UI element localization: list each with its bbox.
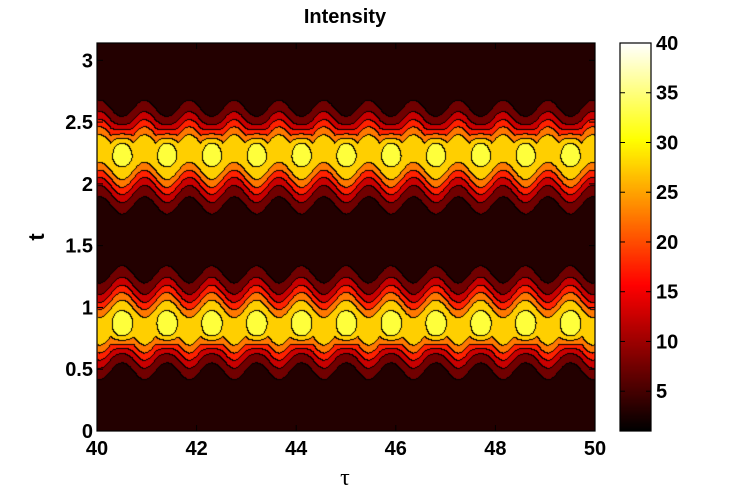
x-tick-label: 40	[86, 438, 108, 460]
plot-frame	[96, 42, 596, 432]
y-axis-label: t	[24, 233, 49, 241]
y-tick-label: 2	[82, 174, 93, 196]
y-axis: 0 0.5 1 1.5 2 2.5 3	[65, 50, 595, 443]
y-tick-label: 1	[82, 297, 93, 319]
x-tick-label: 48	[484, 438, 506, 460]
x-axis: 40 42 44 46 48 50	[86, 43, 606, 460]
x-tick-label: 50	[584, 438, 606, 460]
x-tick-label: 44	[285, 438, 308, 460]
colorbar-tick-label: 10	[656, 331, 678, 353]
colorbar: 5 10 15 20 25 30 35 40	[619, 33, 678, 432]
y-tick-label: 3	[82, 50, 93, 72]
x-tick-label: 46	[385, 438, 407, 460]
colorbar-frame	[619, 42, 652, 432]
chart-title: Intensity	[304, 6, 387, 28]
colorbar-gradient	[620, 43, 651, 431]
plot-area	[96, 42, 596, 432]
colorbar-tick-label: 15	[656, 282, 678, 304]
y-tick-label: 0.5	[65, 359, 93, 381]
intensity-heatmap	[97, 43, 595, 431]
colorbar-tick-label: 30	[656, 132, 678, 154]
colorbar-tick-label: 25	[656, 182, 678, 204]
colorbar-tick-label: 5	[656, 381, 667, 403]
colorbar-tick-label: 35	[656, 83, 678, 105]
x-tick-label: 42	[185, 438, 207, 460]
y-tick-label: 0	[82, 421, 93, 443]
colorbar-tick-label: 20	[656, 232, 678, 254]
x-axis-label: τ	[340, 465, 350, 491]
colorbar-tick-label: 40	[656, 33, 678, 55]
y-tick-label: 2.5	[65, 112, 93, 134]
y-tick-label: 1.5	[65, 236, 93, 258]
